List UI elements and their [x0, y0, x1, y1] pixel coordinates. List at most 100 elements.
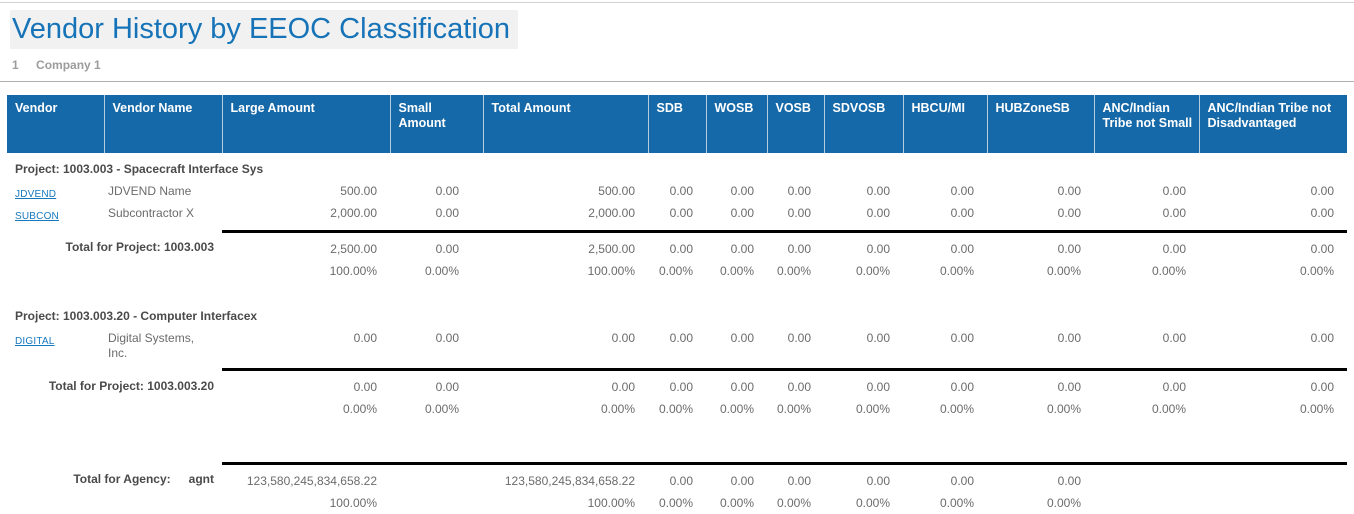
total-rule [222, 362, 1347, 371]
percent-spacer-cell [7, 258, 222, 282]
amount-cell: 0.00 [669, 206, 693, 220]
amount-cell: 0.00 [669, 330, 693, 345]
amount-cell: 0.00 [1057, 206, 1081, 220]
column-header: HBCU/MI [903, 95, 988, 153]
agency-percent-cell [1199, 490, 1347, 514]
agency-amount-cell: 0.00 [1057, 473, 1081, 488]
company-name: Company 1 [36, 58, 101, 72]
agency-amount-cell: 123,580,245,834,658.22 [504, 473, 635, 488]
report-table-body: Project: 1003.003 - Spacecraft Interface… [7, 153, 1347, 514]
percent-cell: 0.00% [776, 402, 811, 416]
percent-cell: 0.00% [939, 402, 974, 416]
amount-cell: 2,000.00 [330, 206, 377, 220]
project-total-row: Total for Project: 1003.003 2,500.00 0.00 2… [7, 231, 1347, 258]
project-header: Project: 1003.003 - Spacecraft Interface… [15, 162, 264, 176]
total-rule-row [7, 456, 1347, 465]
total-amount-cell: 0.00 [611, 380, 635, 394]
amount-cell: 0.00 [1310, 330, 1334, 345]
percent-cell: 0.00% [719, 263, 754, 278]
total-amount-cell: 0.00 [1310, 241, 1334, 256]
project-total-row: Total for Project: 1003.003.20 0.00 0.00 0.… [7, 370, 1347, 397]
percent-cell: 0.00% [855, 402, 890, 416]
total-amount-cell: 2,500.00 [330, 241, 377, 256]
agency-percent-cell [1094, 490, 1199, 514]
percent-cell: 0.00% [1299, 402, 1334, 416]
project-total-label: Total for Project: 1003.003 [65, 240, 215, 254]
column-header: ANC/Indian Tribe not Disadvantaged [1199, 95, 1347, 153]
section-spacer [7, 420, 1347, 456]
amount-cell: 0.00 [1057, 184, 1081, 198]
agency-amount-cell: 0.00 [669, 473, 693, 488]
total-amount-cell: 0.00 [435, 380, 459, 394]
amount-cell: 0.00 [1310, 184, 1334, 198]
agency-amount-cell [390, 463, 483, 490]
vendor-name: Subcontractor X [108, 206, 195, 220]
project-section-row: Project: 1003.003 - Spacecraft Interface… [7, 153, 1347, 180]
column-header: SDVOSB [824, 95, 904, 153]
percent-cell: 0.00% [1299, 263, 1334, 278]
agency-percent-cell: 0.00% [1046, 495, 1081, 510]
total-amount-cell: 2,500.00 [588, 241, 635, 256]
page-title-text: Vendor History by EEOC Classification [10, 10, 519, 49]
vendor-code-cell: DIGITAL [7, 327, 104, 363]
agency-amount-cell [1094, 463, 1199, 490]
agency-percent-cell: 0.00% [658, 495, 693, 510]
total-amount-cell: 0.00 [730, 380, 754, 394]
amount-cell: 0.00 [353, 330, 377, 345]
vendor-row: DIGITAL Digital Systems, Inc. 0.00 0.00 0.00… [7, 327, 1347, 363]
amount-cell: 0.00 [950, 330, 974, 345]
agency-total-label: Total for Agency: [73, 472, 171, 486]
column-header: Vendor Name [104, 95, 223, 153]
amount-cell: 0.00 [730, 184, 754, 198]
total-amount-cell: 0.00 [1162, 241, 1186, 256]
project-percent-row: 100.00% 0.00% 100.00% 0.00% 0.00% 0.00% 0.00% 0… [7, 258, 1347, 282]
project-percent-row: 0.00% 0.00% 0.00% 0.00% 0.00% 0.00% 0.00% 0.00%… [7, 396, 1347, 420]
percent-cell: 0.00% [424, 263, 459, 278]
vendor-code-link[interactable]: DIGITAL [15, 335, 55, 347]
percent-cell: 0.00% [939, 263, 974, 278]
percent-cell: 0.00% [1151, 402, 1186, 416]
percent-cell: 0.00% [1151, 263, 1186, 278]
total-amount-cell: 0.00 [1057, 380, 1081, 394]
percent-cell: 0.00% [600, 402, 635, 416]
total-amount-cell: 0.00 [866, 380, 890, 394]
percent-spacer-cell [7, 490, 222, 514]
amount-cell: 0.00 [1057, 330, 1081, 345]
total-amount-cell: 0.00 [669, 241, 693, 256]
total-amount-cell: 0.00 [787, 241, 811, 256]
total-amount-cell: 0.00 [950, 241, 974, 256]
amount-cell: 0.00 [611, 330, 635, 345]
amount-cell: 0.00 [866, 184, 890, 198]
total-amount-cell: 0.00 [435, 241, 459, 256]
amount-cell: 0.00 [435, 184, 459, 198]
vendor-row: SUBCON Subcontractor X 2,000.00 0.00 2,000.0… [7, 202, 1347, 224]
amount-cell: 0.00 [669, 184, 693, 198]
total-amount-cell: 0.00 [787, 380, 811, 394]
vendor-code-cell: SUBCON [7, 202, 104, 224]
vendor-name: JDVEND Name [108, 184, 192, 198]
table-header-row: Vendor Vendor Name Large Amount Small Amoun… [7, 95, 1347, 153]
report-table: Vendor Vendor Name Large Amount Small Amoun… [7, 95, 1347, 514]
amount-cell: 0.00 [1310, 206, 1334, 220]
agency-amount-cell [1199, 463, 1347, 490]
amount-cell: 0.00 [1162, 330, 1186, 345]
agency-amount-cell: 0.00 [787, 473, 811, 488]
amount-cell: 0.00 [866, 206, 890, 220]
amount-cell: 0.00 [866, 330, 890, 345]
rule-spacer-cell [7, 224, 222, 231]
amount-cell: 2,000.00 [588, 206, 635, 220]
amount-cell: 0.00 [730, 330, 754, 345]
vendor-code-link[interactable]: SUBCON [15, 211, 59, 222]
agency-total-row: Total for Agency: agnt 123,580,245,834,658… [7, 463, 1347, 490]
section-spacer [7, 282, 1347, 300]
vendor-row: JDVEND JDVEND Name 500.00 0.00 500.00 0.00 0.0… [7, 180, 1347, 202]
agency-name: agnt [188, 472, 214, 486]
amount-cell: 0.00 [435, 330, 459, 345]
total-amount-cell: 0.00 [1057, 241, 1081, 256]
agency-total-label-cell: Total for Agency: agnt [7, 463, 222, 490]
vendor-code-link[interactable]: JDVEND [15, 189, 57, 200]
percent-cell: 0.00% [658, 402, 693, 416]
agency-percent-cell: 0.00% [855, 495, 890, 510]
column-header: Large Amount [222, 95, 391, 153]
agency-amount-cell: 0.00 [866, 473, 890, 488]
